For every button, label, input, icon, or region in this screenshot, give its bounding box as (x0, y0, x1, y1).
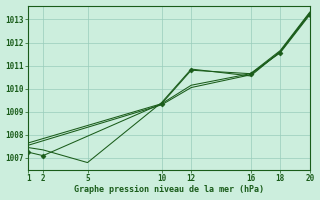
X-axis label: Graphe pression niveau de la mer (hPa): Graphe pression niveau de la mer (hPa) (74, 185, 264, 194)
